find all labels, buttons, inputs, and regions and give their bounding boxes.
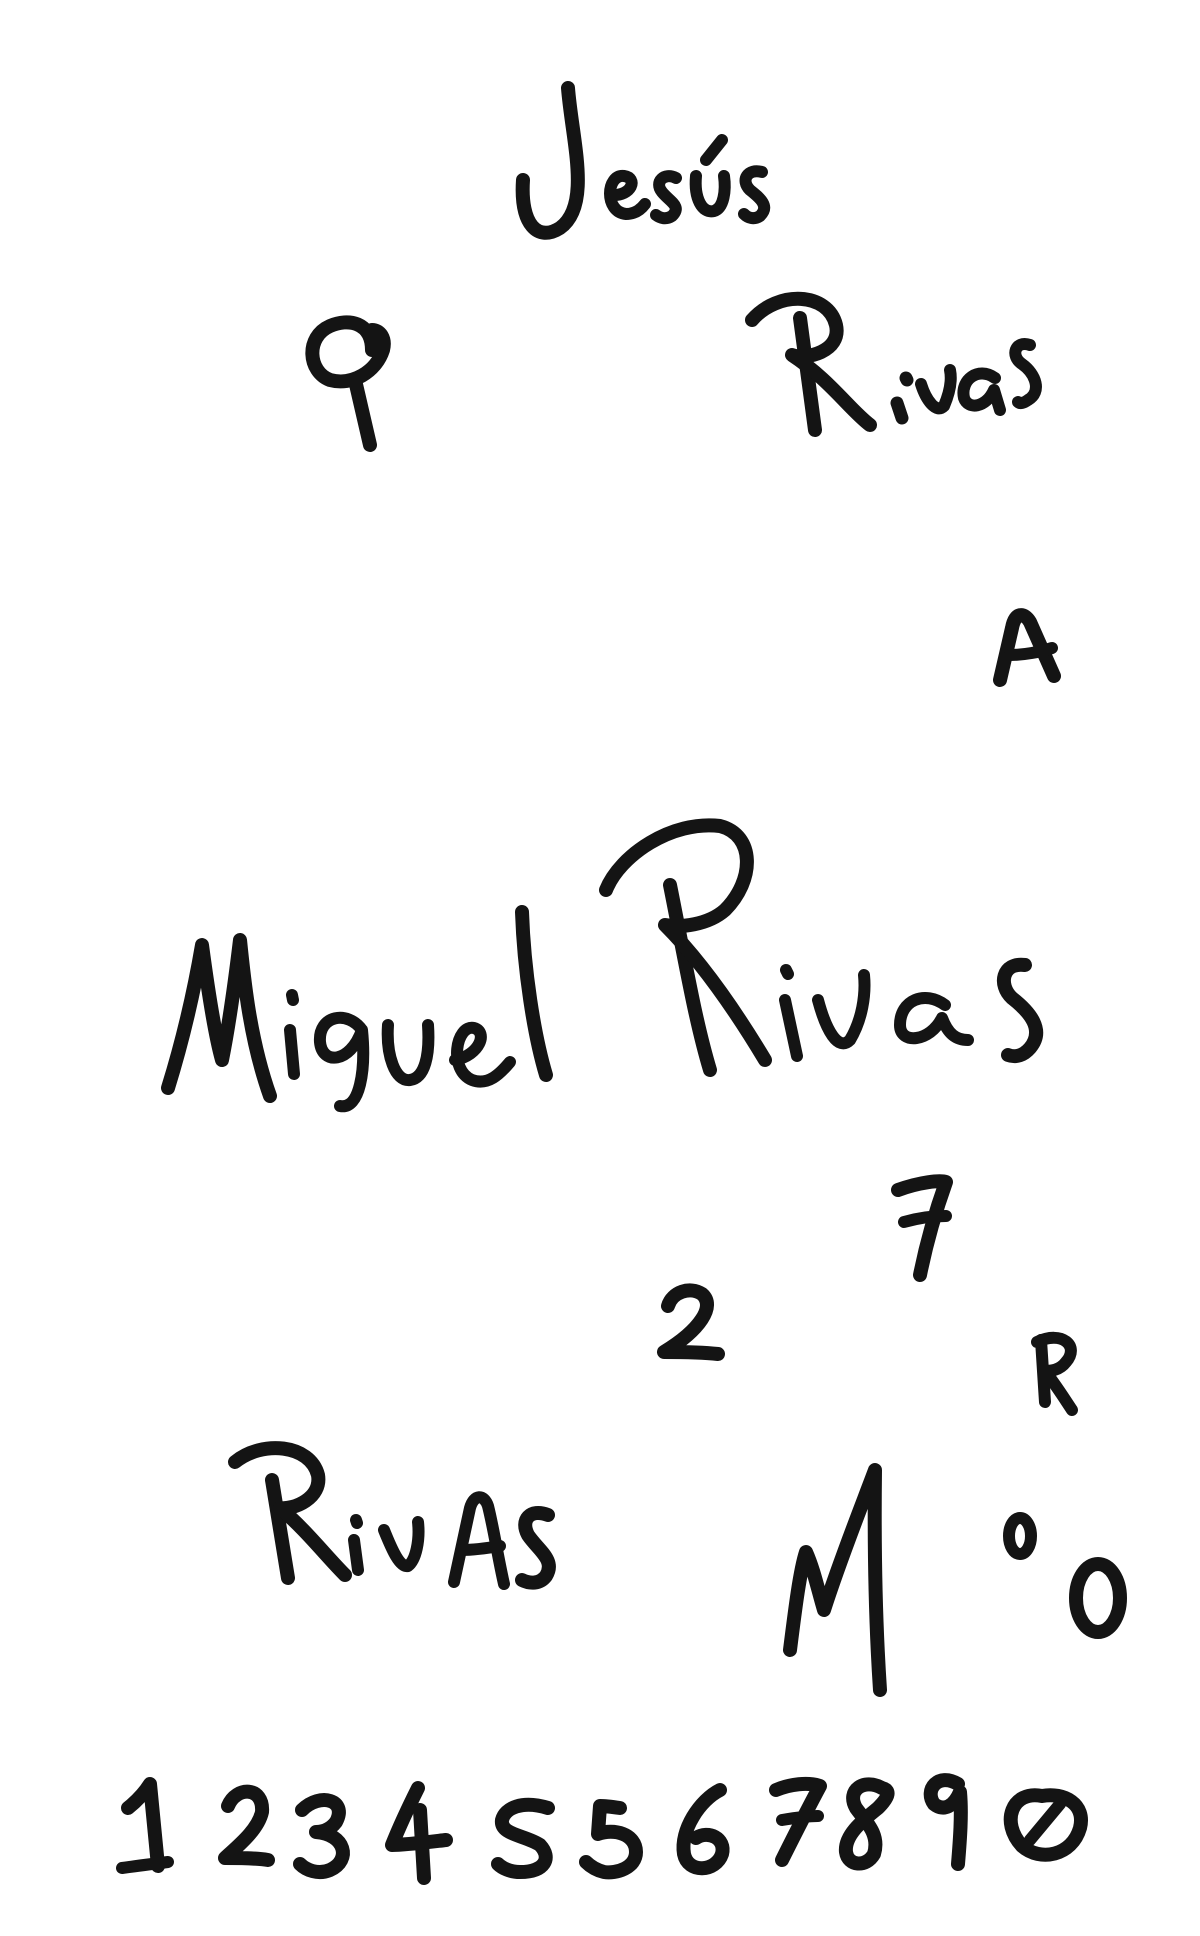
handwritten-letter-r — [1031, 1331, 1078, 1416]
handwritten-large-o — [1069, 1557, 1127, 1639]
handwritten-rivas-top — [745, 291, 1042, 437]
handwritten-small-o — [1003, 1512, 1037, 1560]
handwritten-jesus — [515, 81, 771, 240]
handwritten-letter-m — [783, 1463, 887, 1697]
handwritten-letter-q — [305, 315, 391, 452]
handwritten-miguel — [161, 905, 553, 1113]
handwritten-rivas-bottom — [228, 1441, 556, 1590]
handwritten-digit-2 — [657, 1283, 725, 1361]
handwritten-digit-7 — [891, 1174, 953, 1282]
handwritten-letter-a — [993, 608, 1061, 687]
handwritten-rivas-large — [599, 818, 1043, 1077]
handwritten-digit-row — [116, 1773, 1088, 1885]
